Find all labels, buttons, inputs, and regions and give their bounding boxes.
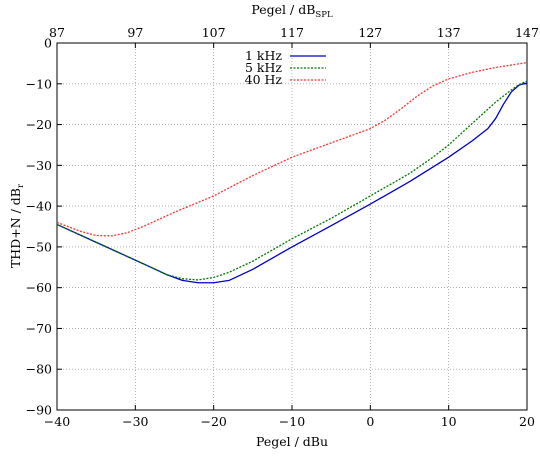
y-tick-label: 0 xyxy=(44,36,52,51)
top-axis-label-sub: SPL xyxy=(315,10,333,20)
x-tick-label: 10 xyxy=(441,414,457,429)
series-line-1 xyxy=(56,80,528,281)
legend-label-2: 40 Hz xyxy=(245,72,283,87)
x-tick-label: 20 xyxy=(519,414,535,429)
x-tick-label: −20 xyxy=(200,414,226,429)
x-tick-label: −10 xyxy=(279,414,305,429)
top-axis-label-main: Pegel / dB xyxy=(251,2,315,17)
y-tick-label: −30 xyxy=(26,158,52,173)
y-tick-label: −40 xyxy=(26,199,52,214)
y-tick-label: −20 xyxy=(26,117,52,132)
x2-tick-label: 87 xyxy=(49,25,65,40)
x-tick-label: −40 xyxy=(44,414,70,429)
series-line-2 xyxy=(56,61,528,237)
series-group xyxy=(56,61,528,284)
legend-label-1: 5 kHz xyxy=(245,60,282,75)
y-tick-label: −90 xyxy=(26,403,52,418)
y-tick-label: −50 xyxy=(26,239,52,254)
y-axis-label: THD+N / dBr xyxy=(8,183,26,268)
x-axis-label: Pegel / dBu xyxy=(256,434,328,449)
series-line-0 xyxy=(56,82,528,284)
y-axis-label-sub: r xyxy=(16,183,26,188)
x2-tick-label: 97 xyxy=(127,25,143,40)
y-tick-label: −70 xyxy=(26,321,52,336)
grid xyxy=(57,43,527,410)
top-axis-label: Pegel / dBSPL xyxy=(251,2,333,20)
y-axis-label-main: THD+N / dB xyxy=(8,188,23,268)
x2-tick-label: 107 xyxy=(202,25,226,40)
x2-tick-label: 147 xyxy=(515,25,539,40)
y-tick-label: −60 xyxy=(26,280,52,295)
x2-tick-label: 127 xyxy=(358,25,382,40)
ticks xyxy=(56,42,528,411)
x2-tick-label: 117 xyxy=(280,25,304,40)
x2-tick-label: 137 xyxy=(437,25,461,40)
x-tick-label: −30 xyxy=(122,414,148,429)
legend-label-0: 1 kHz xyxy=(245,48,282,63)
tick-labels: −40 −30 −20 −10 0 10 20 87 97 107 117 127 137 147 0 −10… xyxy=(26,25,539,429)
x-tick-label: 0 xyxy=(366,414,374,429)
y-tick-label: −10 xyxy=(26,76,52,91)
y-tick-label: −80 xyxy=(26,362,52,377)
